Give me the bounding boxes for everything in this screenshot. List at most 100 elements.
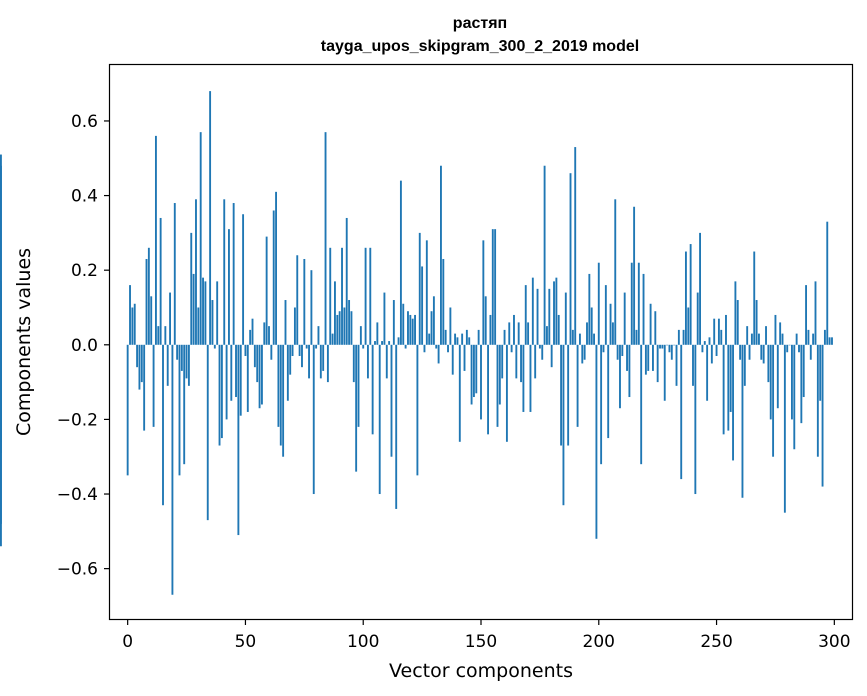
bar xyxy=(256,344,259,383)
bar xyxy=(569,173,572,345)
x-axis-ticks: 0 50 100 150 200 250 300 xyxy=(122,619,851,652)
bar xyxy=(211,300,214,345)
bar xyxy=(758,333,760,345)
bar xyxy=(642,273,645,345)
bar xyxy=(293,307,296,345)
bar xyxy=(793,344,796,450)
bar xyxy=(578,333,581,345)
bar xyxy=(407,311,409,345)
bar xyxy=(275,191,277,345)
chart-title: растяп xyxy=(453,15,507,32)
bar xyxy=(814,281,817,345)
bar xyxy=(442,258,445,345)
bar xyxy=(666,344,669,346)
bar xyxy=(574,147,577,345)
bar xyxy=(812,333,815,345)
bar xyxy=(397,337,400,345)
bar xyxy=(202,277,204,345)
bar xyxy=(772,344,775,457)
bar xyxy=(576,344,579,427)
bar xyxy=(162,344,164,506)
bar xyxy=(614,199,617,345)
bar xyxy=(430,311,433,345)
bar xyxy=(677,329,680,345)
bar xyxy=(178,344,181,476)
bar xyxy=(336,314,339,345)
bar xyxy=(553,281,555,345)
bar xyxy=(809,344,812,360)
bar xyxy=(303,258,306,345)
bar xyxy=(715,344,718,356)
bar xyxy=(197,307,200,345)
bar xyxy=(263,322,266,345)
bar xyxy=(355,344,358,472)
bar xyxy=(341,247,343,345)
bar xyxy=(644,344,647,375)
bar xyxy=(350,311,353,345)
bar xyxy=(588,273,591,345)
bar xyxy=(352,344,355,383)
bar xyxy=(454,333,457,345)
bar xyxy=(435,344,438,349)
bar xyxy=(722,344,725,435)
bar xyxy=(315,344,318,349)
bar xyxy=(477,329,480,345)
bar xyxy=(244,344,247,356)
bar xyxy=(173,203,176,345)
bar xyxy=(232,203,235,345)
bar xyxy=(633,206,636,345)
bar xyxy=(131,307,134,345)
bar xyxy=(498,344,501,405)
bar xyxy=(682,329,685,345)
bar xyxy=(689,244,692,345)
bar xyxy=(536,288,539,345)
bar xyxy=(668,344,671,353)
plot-frame xyxy=(108,63,854,621)
bar xyxy=(790,344,793,420)
bar xyxy=(164,326,167,345)
bar xyxy=(494,229,497,345)
bar xyxy=(258,344,261,409)
bar xyxy=(133,303,136,345)
bar xyxy=(218,344,221,446)
bar xyxy=(708,337,711,345)
bar xyxy=(607,344,610,439)
bar xyxy=(291,344,294,356)
bar xyxy=(388,341,391,345)
bar xyxy=(774,314,777,345)
bar xyxy=(696,292,699,345)
bar xyxy=(564,292,567,345)
bar xyxy=(411,318,414,345)
bar xyxy=(626,344,628,371)
bar xyxy=(729,344,732,412)
bar xyxy=(684,251,687,345)
bar xyxy=(484,296,487,345)
bar xyxy=(805,285,807,345)
bar xyxy=(447,344,449,353)
bar xyxy=(571,329,574,345)
bar xyxy=(602,344,605,353)
bar xyxy=(760,344,763,360)
bar xyxy=(701,344,704,353)
bar xyxy=(166,344,169,386)
bar xyxy=(432,296,435,345)
bar xyxy=(449,307,452,345)
bar xyxy=(550,344,553,368)
bar xyxy=(381,341,383,345)
bar xyxy=(223,199,226,345)
bar xyxy=(310,270,313,345)
bar xyxy=(185,344,188,379)
bar xyxy=(265,236,268,345)
bar xyxy=(324,132,327,345)
bar xyxy=(491,229,494,345)
bar xyxy=(129,285,131,345)
bar xyxy=(826,221,829,345)
bar xyxy=(623,292,626,345)
bar xyxy=(534,344,537,379)
bar xyxy=(769,344,772,420)
bar xyxy=(171,344,174,595)
bar xyxy=(562,344,565,506)
bar xyxy=(444,329,447,345)
bar xyxy=(385,344,388,379)
